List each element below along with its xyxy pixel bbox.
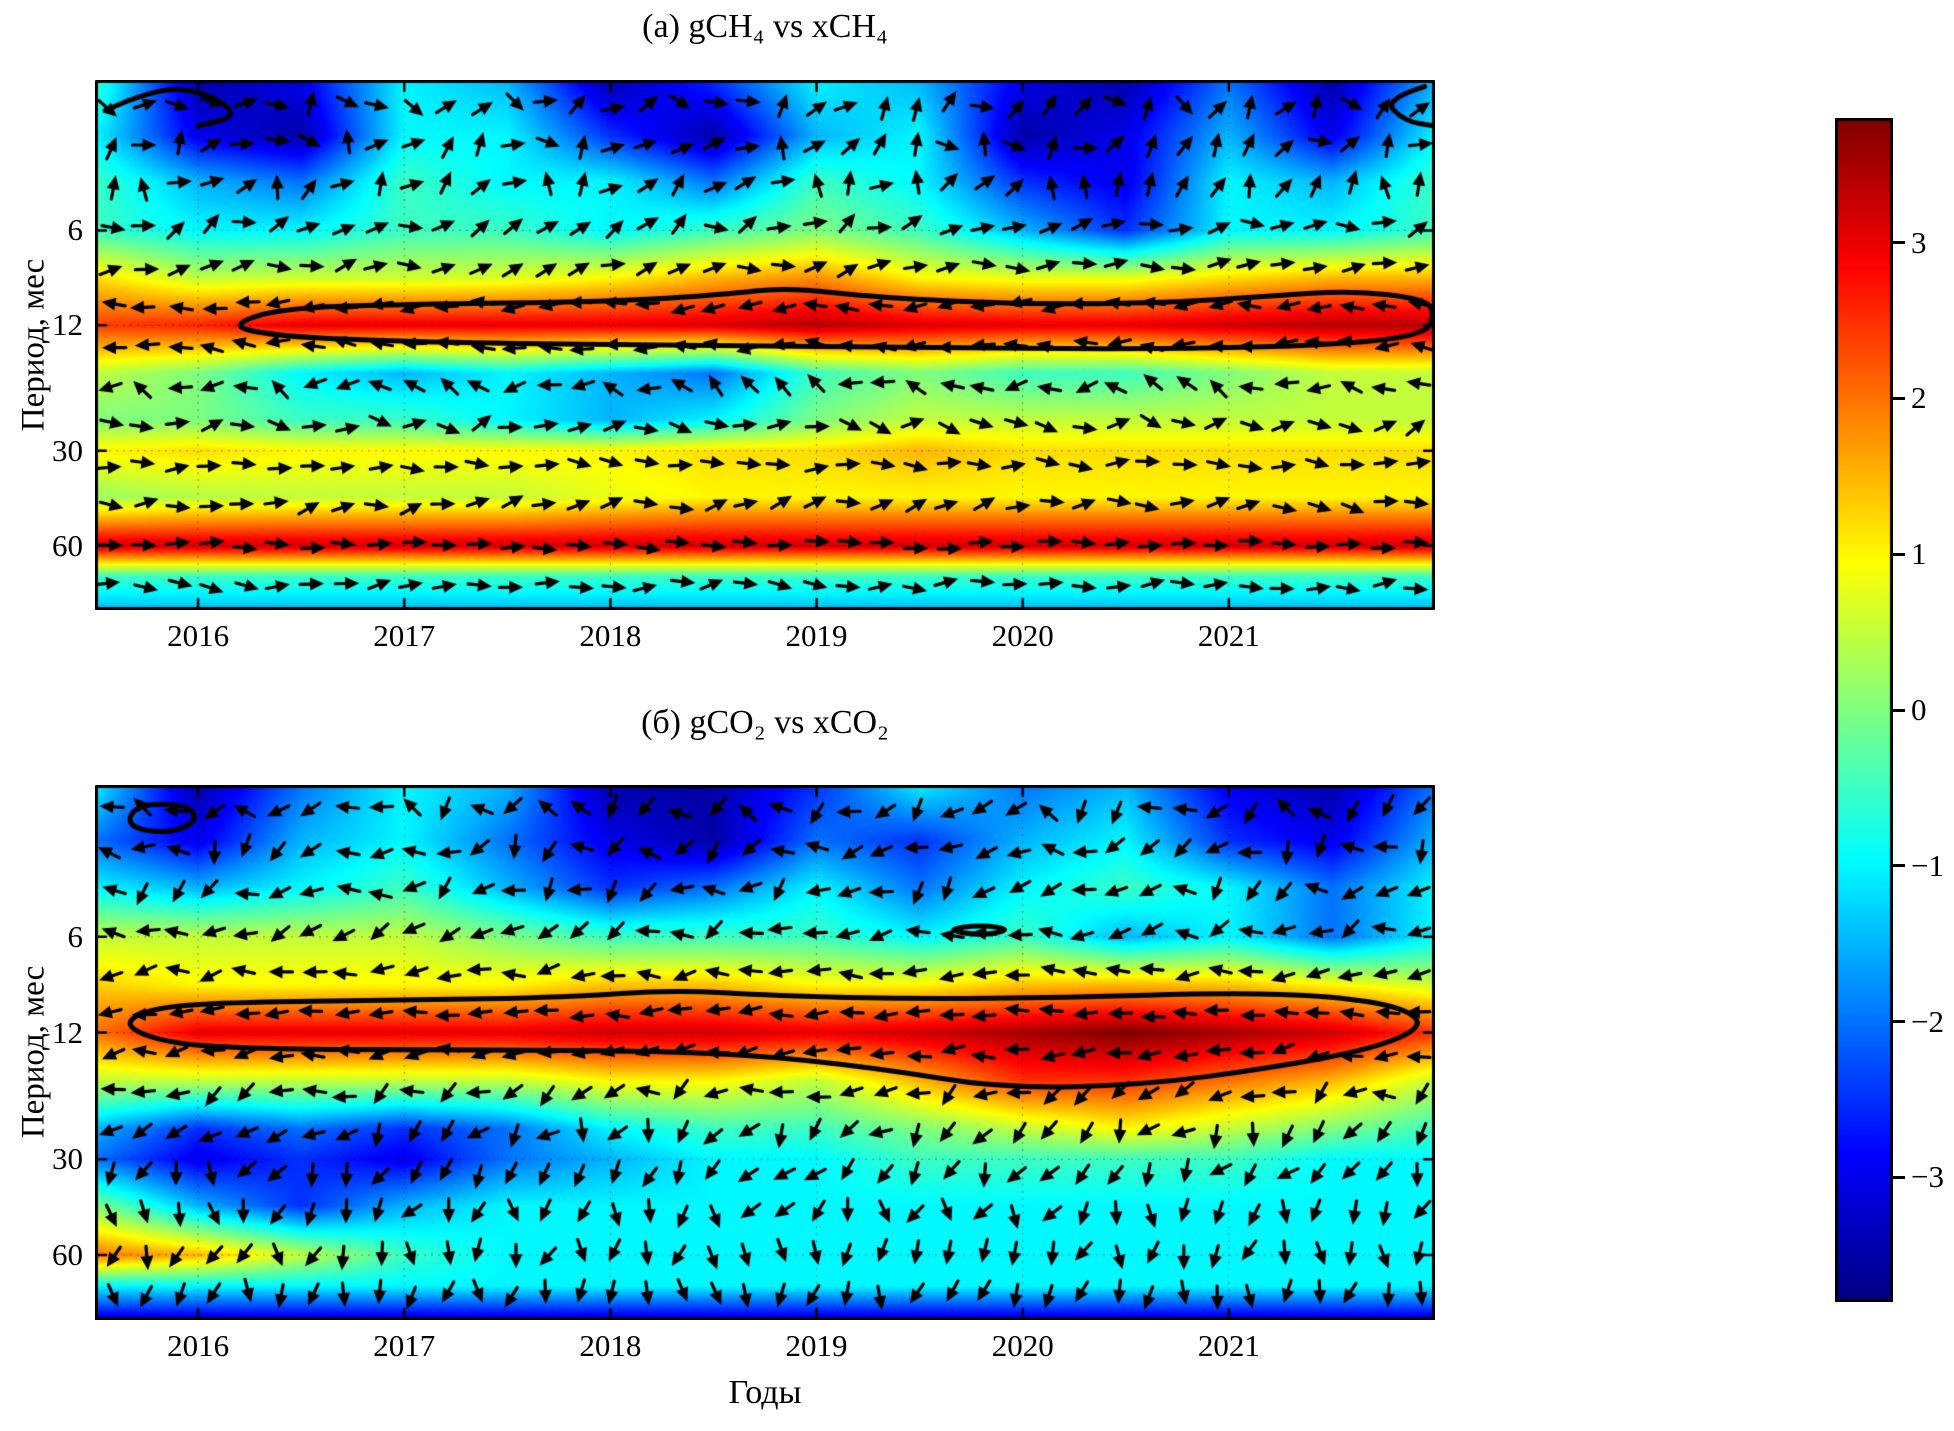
x-axis-label: Годы bbox=[728, 1374, 802, 1411]
y-tick-label-60: 60 bbox=[52, 1237, 83, 1273]
y-tick-label-30: 30 bbox=[52, 1141, 83, 1177]
panel-b-y-axis-label: Период, мес bbox=[15, 965, 52, 1139]
y-tick-label-12: 12 bbox=[52, 307, 83, 343]
panel-b-plot-area: 2016 2017 2018 2019 2020 2021 6 12 30 60 bbox=[52, 785, 1435, 1363]
y-tick-label-60: 60 bbox=[52, 527, 83, 563]
y-tick-label-6: 6 bbox=[67, 212, 84, 248]
x-tick-label-2020: 2020 bbox=[991, 1328, 1054, 1363]
colorbar-tick-label-−2: −2 bbox=[1911, 1003, 1944, 1039]
y-tick-label-6: 6 bbox=[67, 918, 84, 954]
colorbar-tick-label-3: 3 bbox=[1911, 224, 1927, 260]
colorbar-tick-label-−1: −1 bbox=[1911, 847, 1944, 883]
colorbar-tick-label-1: 1 bbox=[1911, 536, 1927, 572]
x-tick-label-2019: 2019 bbox=[785, 1328, 848, 1363]
x-tick-label-2021: 2021 bbox=[1197, 618, 1260, 653]
x-tick-label-2018: 2018 bbox=[579, 618, 642, 653]
colorbar-tick bbox=[1893, 552, 1905, 556]
colorbar-tick-label-0: 0 bbox=[1911, 692, 1927, 727]
colorbar-tick-label-2: 2 bbox=[1911, 380, 1927, 416]
y-tick-label-12: 12 bbox=[52, 1014, 83, 1050]
panel-a-heatmap-canvas bbox=[95, 80, 1435, 610]
panel-a-title: (а) gCH₄ vs xCH₄ bbox=[642, 8, 888, 45]
x-tick-label-2018: 2018 bbox=[579, 1328, 642, 1363]
panel-a-y-axis-label: Период, мес bbox=[15, 258, 52, 432]
panel-a-plot-area: 2016 2017 2018 2019 2020 2021 6 12 30 60 bbox=[52, 80, 1435, 653]
x-tick-label-2016: 2016 bbox=[167, 618, 230, 653]
panel-b-heatmap-canvas bbox=[95, 785, 1435, 1320]
colorbar-tick bbox=[1893, 241, 1905, 245]
panel-b-title: (б) gCO₂ vs xCO₂ bbox=[641, 704, 889, 741]
x-tick-label-2017: 2017 bbox=[373, 1328, 436, 1363]
x-tick-label-2019: 2019 bbox=[785, 618, 848, 653]
x-tick-label-2021: 2021 bbox=[1197, 1328, 1260, 1363]
colorbar-tick bbox=[1893, 708, 1905, 712]
y-tick-label-30: 30 bbox=[52, 432, 83, 468]
colorbar-tick bbox=[1893, 1175, 1905, 1179]
colorbar-tick bbox=[1893, 396, 1905, 400]
colorbar-tick-label-−3: −3 bbox=[1911, 1159, 1944, 1195]
x-tick-label-2017: 2017 bbox=[373, 618, 436, 653]
x-tick-label-2016: 2016 bbox=[167, 1328, 230, 1363]
x-tick-label-2020: 2020 bbox=[991, 618, 1054, 653]
colorbar-gradient bbox=[1835, 118, 1893, 1302]
colorbar: 3 2 1 0 −1 −2 −3 bbox=[1835, 118, 1944, 1302]
colorbar-tick bbox=[1893, 1020, 1905, 1024]
colorbar-tick bbox=[1893, 864, 1905, 868]
